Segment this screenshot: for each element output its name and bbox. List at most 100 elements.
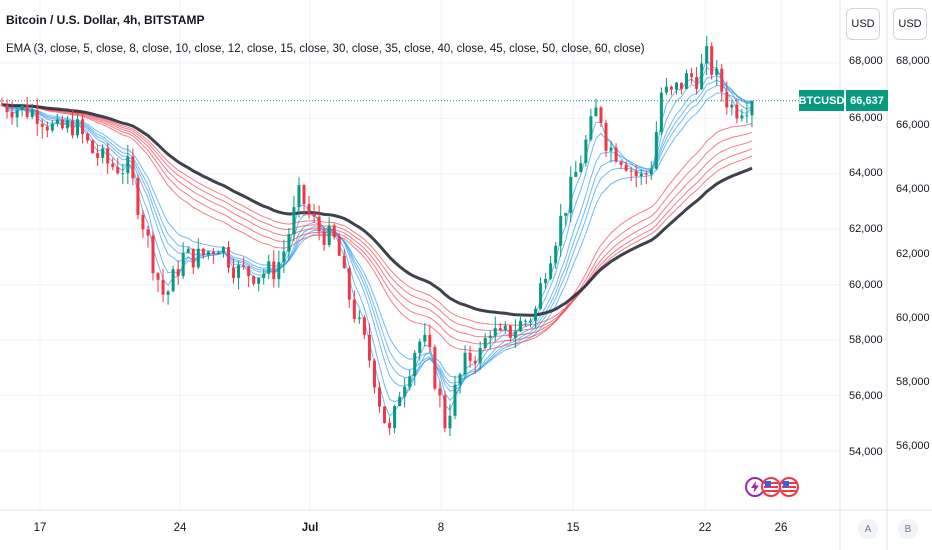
candle-body <box>206 251 210 256</box>
last-price-badge: 66,637 <box>846 90 888 111</box>
candle-body <box>493 328 497 336</box>
candle-body <box>735 104 739 119</box>
candle-body <box>745 115 749 117</box>
ema-10-line <box>1 79 753 388</box>
chart-title: Bitcoin / U.S. Dollar, 4h, BITSTAMP <box>6 13 205 27</box>
candle-body <box>30 110 34 117</box>
candle-body <box>433 347 437 389</box>
symbol-badge: BTCUSD <box>799 90 844 111</box>
y1-label-58000: 58,000 <box>849 334 883 346</box>
candle-body <box>413 352 417 377</box>
candle-body <box>237 265 241 278</box>
y2-label-66000: 66,000 <box>896 119 930 131</box>
candle-body <box>478 347 482 364</box>
ema-45-line <box>1 104 753 332</box>
candle-body <box>166 291 170 295</box>
candle-body <box>559 215 563 246</box>
candle-body <box>126 156 130 174</box>
candle-body <box>438 388 442 396</box>
y1-label-66000: 66,000 <box>849 112 883 124</box>
candle-body <box>614 147 618 162</box>
candle-body <box>609 147 613 151</box>
candle-body <box>463 352 467 375</box>
candle-body <box>740 115 744 119</box>
candle-body <box>378 387 381 407</box>
candle-body <box>161 279 165 295</box>
candle-body <box>60 119 64 129</box>
candle-body <box>171 269 175 292</box>
candle-body <box>680 82 683 89</box>
ema-50-line <box>1 104 753 326</box>
candle-body <box>523 320 527 322</box>
candle-body <box>654 132 658 169</box>
candle-body <box>659 92 663 133</box>
candle-body <box>327 225 331 245</box>
candle-body <box>383 406 387 423</box>
us-flag-icon[interactable] <box>779 477 799 497</box>
candle-body <box>116 167 120 174</box>
us-flag-icon[interactable] <box>761 477 781 497</box>
candle-body <box>594 107 598 117</box>
x-label-24: 24 <box>173 522 187 534</box>
candle-body <box>347 268 351 300</box>
candle-body <box>272 261 276 280</box>
candle-body <box>45 126 49 131</box>
y2-label-68000: 68,000 <box>896 55 930 67</box>
candle-body <box>483 338 487 348</box>
candle-body <box>292 207 296 235</box>
ema-indicator-label[interactable]: EMA (3, close, 5, close, 8, close, 10, c… <box>6 43 645 55</box>
candle-body <box>690 73 694 77</box>
candle-body <box>277 262 281 280</box>
candle-body <box>287 234 291 252</box>
candle-body <box>549 263 553 279</box>
candle-body <box>247 266 251 277</box>
ema-30-line <box>1 104 753 352</box>
currency-button-1[interactable]: USD <box>846 8 880 40</box>
candle-body <box>186 248 190 254</box>
candle-body <box>508 325 512 338</box>
candle-body <box>146 229 150 236</box>
candle-body <box>55 119 59 124</box>
candle-body <box>81 119 85 135</box>
candle-body <box>227 247 230 268</box>
candle-body <box>443 395 447 429</box>
candle-body <box>498 328 502 331</box>
currency-button-2[interactable]: USD <box>893 8 927 40</box>
candle-body <box>584 139 588 164</box>
candle-body <box>453 384 457 416</box>
candle-body <box>337 237 341 256</box>
ema-60-line <box>1 103 753 317</box>
scale-b-button[interactable]: B <box>898 519 918 539</box>
candle-body <box>695 76 699 89</box>
candle-body <box>569 176 573 213</box>
candle-body <box>101 148 105 158</box>
auto-scale-button[interactable]: A <box>858 519 878 539</box>
candle-body <box>262 273 266 278</box>
y1-label-60000: 60,000 <box>849 279 883 291</box>
candle-body <box>136 178 140 215</box>
candle-body <box>141 214 145 230</box>
candle-body <box>403 386 407 397</box>
candle-body <box>242 265 246 267</box>
candle-body <box>725 91 729 108</box>
candle-body <box>191 248 195 268</box>
candle-body <box>70 120 74 136</box>
candle-body <box>121 173 125 175</box>
candle-body <box>357 317 361 319</box>
candle-body <box>211 251 215 255</box>
ema-5-line <box>1 67 753 403</box>
candle-body <box>322 231 326 245</box>
candle-body <box>428 334 432 348</box>
candle-body <box>257 277 261 284</box>
candle-body <box>604 122 608 151</box>
candle-body <box>106 148 110 164</box>
candle-body <box>201 248 205 256</box>
candle-body <box>503 325 507 331</box>
candle-body <box>619 161 623 165</box>
ema-35-line <box>1 104 753 345</box>
candle-body <box>674 82 678 90</box>
candle-body <box>529 320 532 322</box>
candle-body <box>252 276 256 284</box>
candle-body <box>312 213 316 217</box>
